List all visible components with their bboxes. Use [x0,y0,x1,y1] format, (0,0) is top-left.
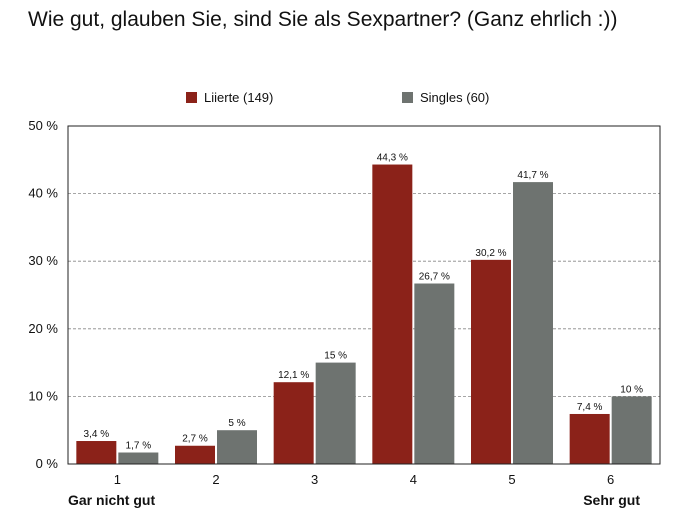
chart-title: Wie gut, glauben Sie, sind Sie als Sexpa… [28,8,618,31]
x-tick-label: 5 [508,472,515,487]
data-label: 15 % [324,351,347,362]
bar-liierte-1 [76,441,117,464]
data-label: 2,7 % [182,434,208,445]
gridlines [68,193,660,397]
legend: Liierte (149) Singles (60) [186,90,489,105]
bar-singles-1 [118,452,159,464]
data-label: 41,7 % [517,170,548,181]
y-tick-label: 10 % [28,388,58,403]
y-axis: 0 % 10 % 20 % 30 % 40 % 50 % [28,118,58,471]
bar-liierte-3 [273,382,314,464]
x-tick-label: 2 [212,472,219,487]
x-tick-label: 6 [607,472,614,487]
legend-label: Liierte (149) [204,90,273,105]
bar-singles-5 [513,182,553,464]
bar-liierte-5 [471,259,511,464]
scale-end-label-left: Gar nicht gut [68,492,155,508]
y-tick-label: 0 % [36,456,59,471]
bar-singles-2 [217,430,257,464]
bar-liierte-6 [569,413,610,464]
data-label: 44,3 % [377,153,408,164]
y-tick-label: 20 % [28,321,58,336]
data-label: 1,7 % [126,441,152,452]
data-label: 12,1 % [278,370,309,381]
data-label: 3,4 % [84,429,110,440]
bar-liierte-2 [175,445,215,464]
scale-end-labels: Gar nicht gut Sehr gut [68,492,640,508]
y-tick-label: 30 % [28,253,58,268]
plot-frame [67,125,661,465]
bar-singles-4 [414,283,455,464]
x-tick-label: 3 [311,472,318,487]
data-label: 5 % [228,418,245,429]
data-label: 7,4 % [577,402,603,413]
bar-singles-3 [315,362,356,464]
legend-swatch [402,92,413,103]
data-label: 30,2 % [475,248,506,259]
bar-singles-6 [611,396,652,464]
legend-swatch [186,92,197,103]
bar-liierte-4 [372,164,413,465]
x-tick-label: 1 [114,472,121,487]
data-label: 26,7 % [419,272,450,283]
x-axis: 1 2 3 4 5 6 [114,472,615,487]
y-tick-label: 40 % [28,186,58,201]
data-label: 10 % [620,384,643,395]
bars: 3,4 % 1,7 % 2,7 % 5 % 12,1 % 15 % 44,3 % 26,7 %… [76,153,652,465]
legend-label: Singles (60) [420,90,489,105]
x-tick-label: 4 [410,472,417,487]
y-tick-label: 50 % [28,118,58,133]
scale-end-label-right: Sehr gut [583,492,640,508]
